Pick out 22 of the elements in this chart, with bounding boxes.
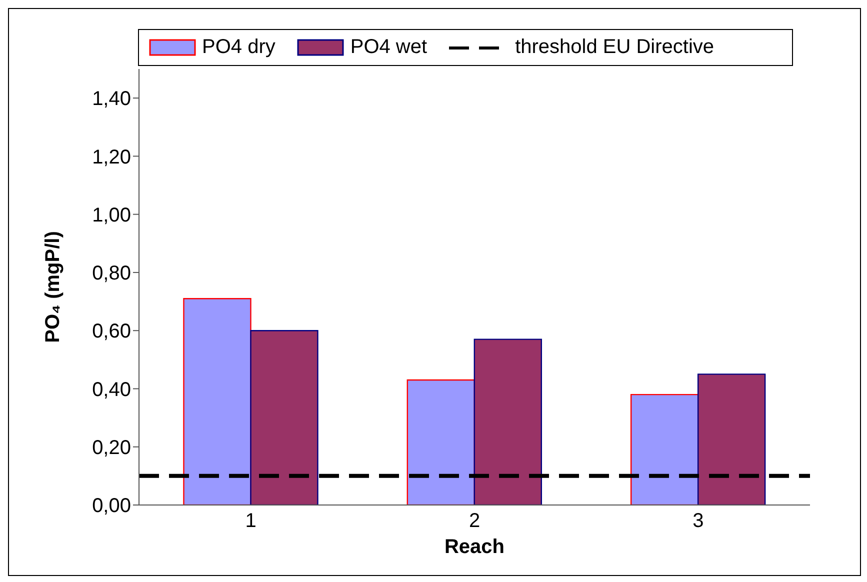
x-tick-label: 2 — [468, 510, 480, 532]
bar — [250, 330, 318, 505]
x-tick-label: 1 — [245, 510, 256, 532]
y-tick-label: 0,00 — [92, 495, 131, 518]
y-tick-label: 1,20 — [92, 146, 131, 168]
y-tick-label: 0,20 — [92, 436, 131, 459]
bar — [183, 298, 252, 505]
y-tick-label: 1,40 — [92, 88, 131, 110]
y-axis-title: PO₄ (mgP/l) — [42, 231, 64, 343]
bar — [474, 338, 542, 505]
x-axis-title: Reach — [444, 536, 505, 558]
legend-label: PO4 wet — [350, 36, 428, 59]
bar — [630, 394, 699, 505]
legend-label: PO4 dry — [202, 36, 276, 59]
y-tick-label: 0,80 — [92, 262, 131, 285]
x-tick-label: 3 — [692, 510, 704, 532]
y-tick-label: 0,60 — [92, 320, 131, 343]
legend-label: threshold EU Directive — [515, 36, 714, 59]
y-tick-label: 1,00 — [92, 204, 131, 226]
y-tick-label: 0,40 — [92, 378, 131, 401]
bar — [697, 374, 766, 505]
bar — [406, 379, 475, 505]
